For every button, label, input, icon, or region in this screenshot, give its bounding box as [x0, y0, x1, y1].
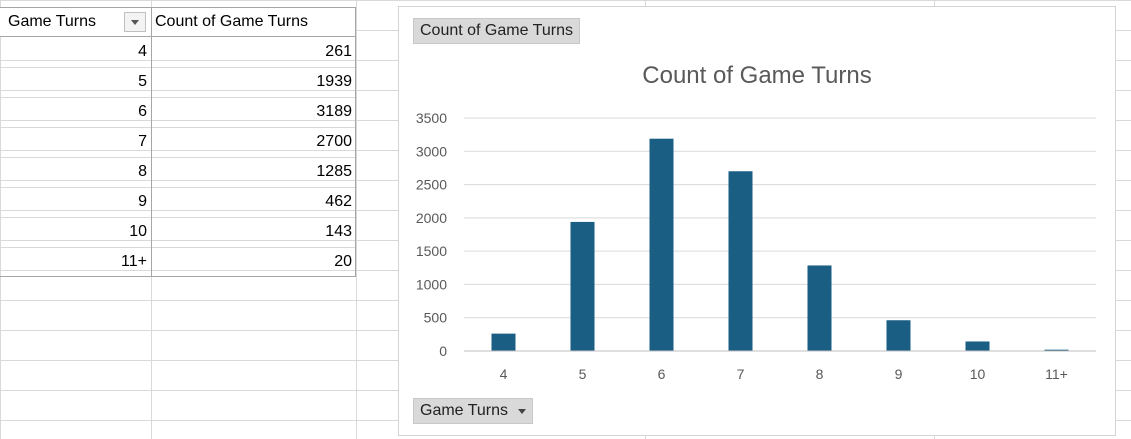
pivot-row-divider — [0, 127, 356, 128]
pivot-row: 11+ 20 — [0, 247, 356, 277]
pivot-row-value[interactable]: 3189 — [316, 103, 352, 120]
x-tick-label: 4 — [500, 366, 508, 382]
y-tick-label: 1000 — [416, 276, 447, 292]
x-tick-label: 8 — [816, 366, 824, 382]
bar[interactable] — [807, 265, 832, 351]
pivot-row-divider — [0, 157, 356, 158]
chevron-down-icon — [131, 19, 139, 25]
x-tick-label: 7 — [737, 366, 745, 382]
bar[interactable] — [965, 341, 990, 351]
pivot-row-divider — [0, 217, 356, 218]
pivot-row: 6 3189 — [0, 97, 356, 127]
y-tick-label: 500 — [424, 310, 448, 326]
pivot-header-divider — [0, 36, 356, 37]
pivot-row-value[interactable]: 2700 — [316, 133, 352, 150]
pivot-row: 9 462 — [0, 187, 356, 217]
pivot-row-label[interactable]: 11+ — [121, 253, 147, 270]
pivot-row: 5 1939 — [0, 67, 356, 97]
row-labels-filter-button[interactable] — [124, 12, 146, 32]
pivot-row-value[interactable]: 462 — [325, 193, 352, 210]
pivot-row: 10 143 — [0, 217, 356, 247]
x-tick-label: 11+ — [1045, 366, 1068, 382]
x-tick-label: 6 — [658, 366, 666, 382]
pivot-header-game-turns[interactable]: Game Turns — [8, 13, 97, 30]
pivot-row: 8 1285 — [0, 157, 356, 187]
pivot-row-value[interactable]: 20 — [334, 253, 352, 270]
chart-title[interactable]: Count of Game Turns — [642, 62, 872, 89]
pivot-row-value[interactable]: 143 — [325, 223, 352, 240]
bar[interactable] — [886, 320, 911, 351]
pivot-row-label[interactable]: 5 — [138, 73, 147, 90]
pivot-row-label[interactable]: 9 — [138, 193, 147, 210]
y-tick-label: 1500 — [416, 243, 447, 259]
pivot-row: 7 2700 — [0, 127, 356, 157]
bar[interactable] — [728, 171, 753, 351]
pivot-header-count[interactable]: Count of Game Turns — [155, 13, 308, 30]
pivot-row-value[interactable]: 1285 — [316, 163, 352, 180]
y-tick-label: 2500 — [416, 177, 447, 193]
pivot-row-label[interactable]: 7 — [138, 133, 147, 150]
column-gridline — [356, 0, 357, 439]
y-tick-label: 0 — [439, 343, 447, 359]
pivot-column-divider — [151, 7, 152, 277]
pivot-row-label[interactable]: 6 — [138, 103, 147, 120]
y-tick-label: 3500 — [416, 110, 447, 126]
bar[interactable] — [570, 221, 595, 351]
chevron-down-icon — [518, 408, 527, 414]
bar[interactable] — [649, 138, 674, 351]
y-tick-label: 3000 — [416, 143, 447, 159]
x-tick-label: 5 — [579, 366, 587, 382]
pivot-row: 4 261 — [0, 37, 356, 67]
bar[interactable] — [491, 333, 516, 351]
y-tick-label: 2000 — [416, 210, 447, 226]
axis-field-button[interactable]: Game Turns — [413, 398, 534, 424]
pivot-chart[interactable] — [398, 6, 1116, 436]
pivot-header-row: Game Turns Count of Game Turns — [0, 7, 356, 37]
value-field-button[interactable]: Count of Game Turns — [413, 18, 580, 44]
pivot-row-label[interactable]: 10 — [129, 223, 147, 240]
bar[interactable] — [1044, 349, 1069, 351]
pivot-row-label[interactable]: 8 — [138, 163, 147, 180]
pivot-row-value[interactable]: 1939 — [316, 73, 352, 90]
pivot-row-divider — [0, 97, 356, 98]
x-tick-label: 9 — [895, 366, 903, 382]
pivot-row-divider — [0, 247, 356, 248]
pivot-row-label[interactable]: 4 — [138, 43, 147, 60]
pivot-row-divider — [0, 67, 356, 68]
axis-field-label: Game Turns — [420, 402, 509, 419]
pivot-row-value[interactable]: 261 — [325, 43, 352, 60]
x-tick-label: 10 — [970, 366, 986, 382]
pivot-row-divider — [0, 187, 356, 188]
